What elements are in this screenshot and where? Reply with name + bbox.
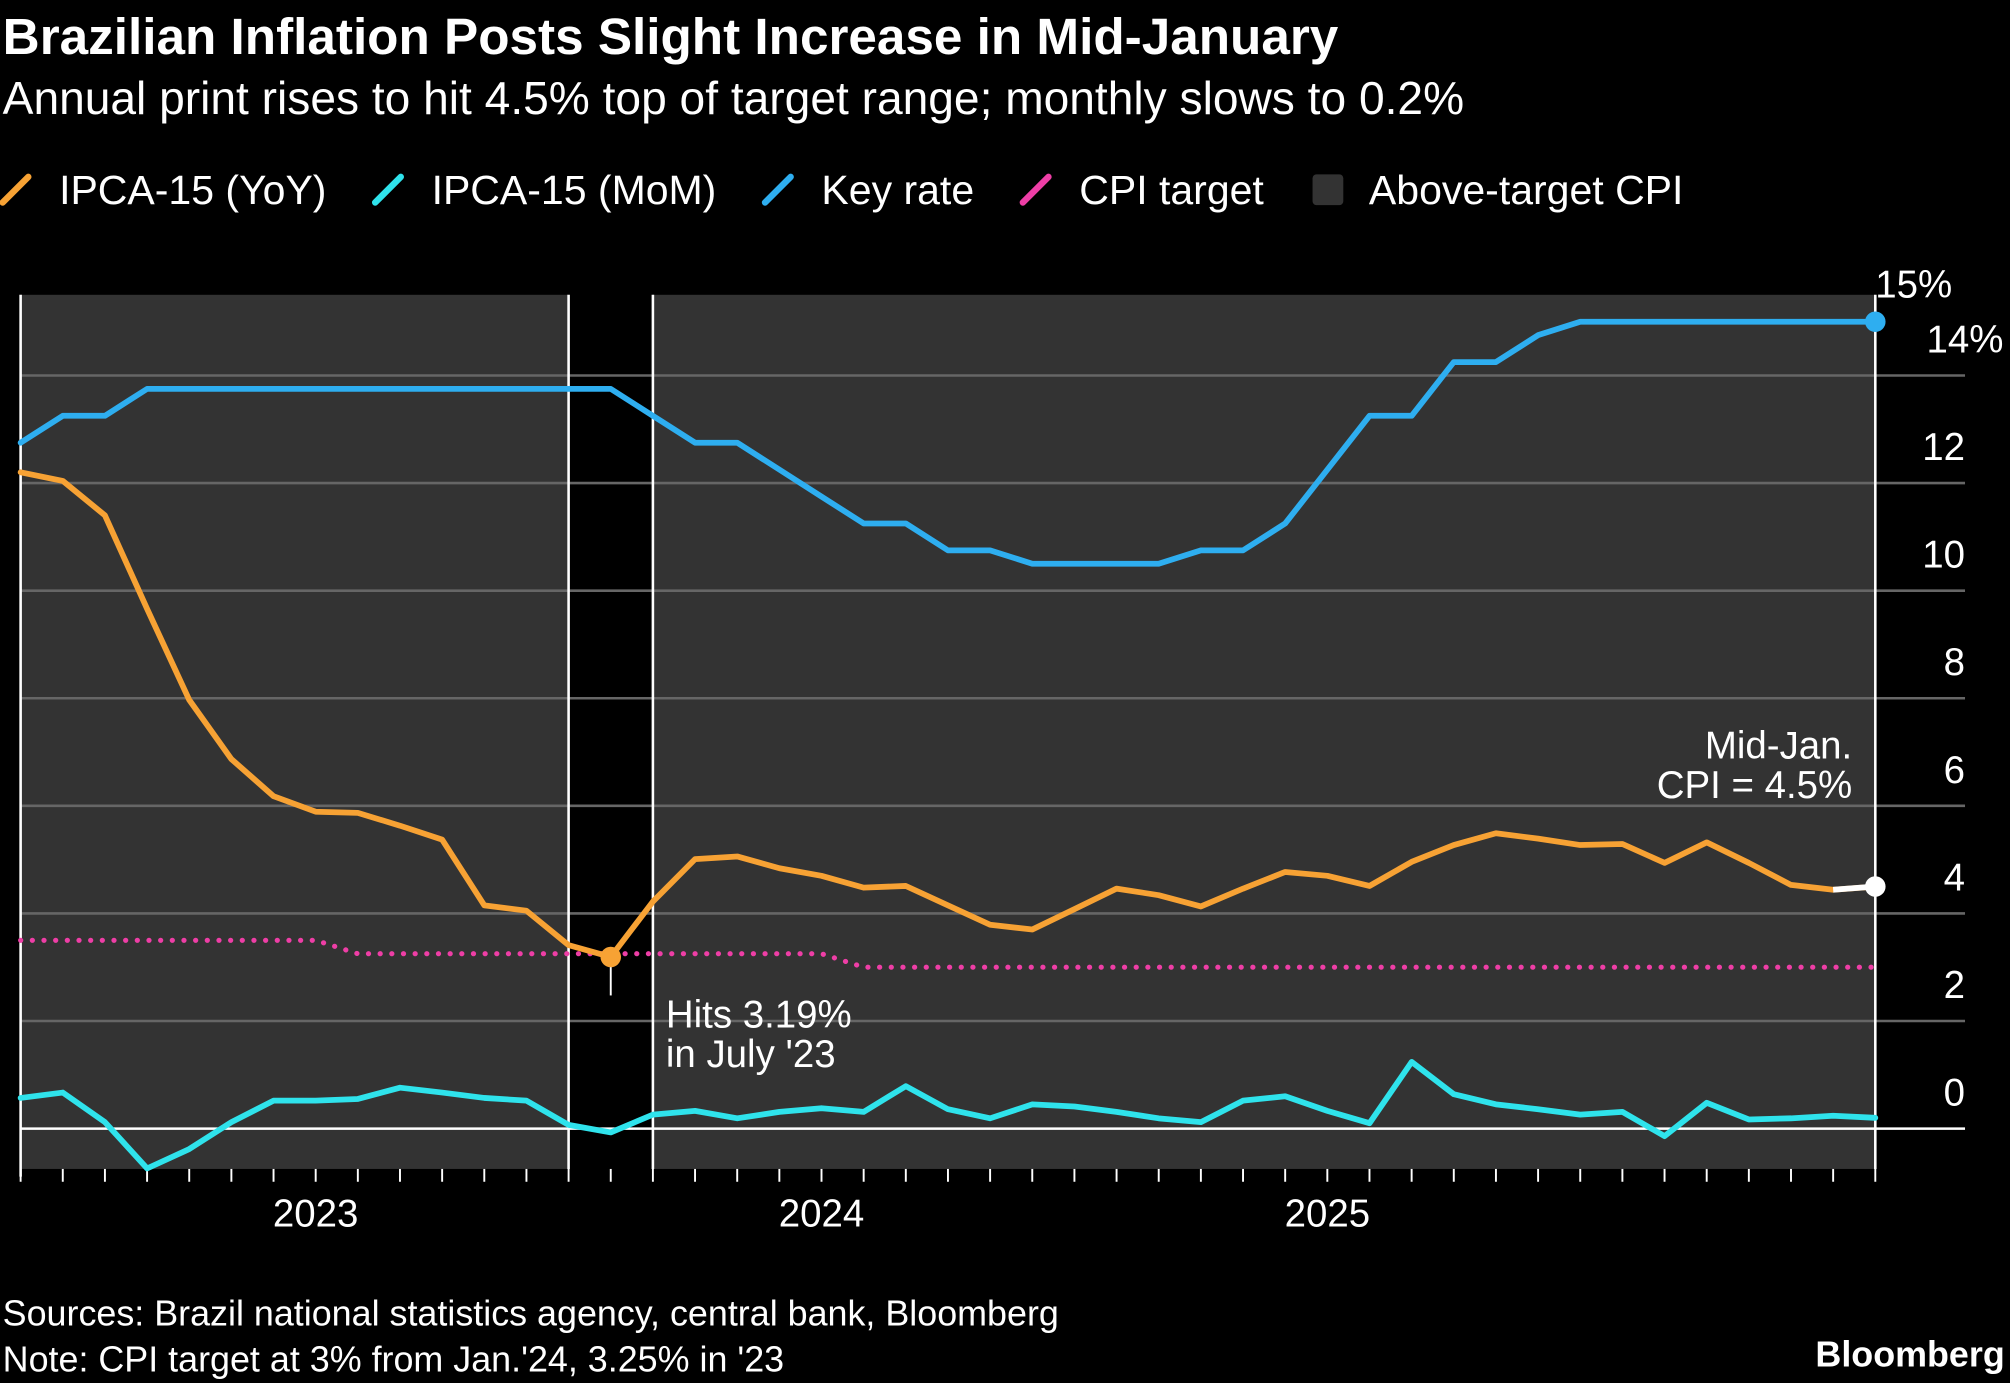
- y-tick-label: 14%: [1927, 318, 2004, 361]
- footnote: Note: CPI target at 3% from Jan.'24, 3.2…: [3, 1339, 784, 1379]
- y-tick-label: 0: [1944, 1072, 1965, 1115]
- annotation: in July '23: [666, 1033, 836, 1076]
- chart-title: Brazilian Inflation Posts Slight Increas…: [3, 8, 1339, 65]
- plot-area: 0 2 4 6 8 10 12 14% 2023 2024 2025 15% Hits 3.19%in …: [17, 263, 2004, 1236]
- annotation: Hits 3.19%: [666, 993, 852, 1036]
- legend-label: IPCA-15 (MoM): [432, 167, 717, 213]
- shaded-region: [652, 294, 1876, 1169]
- latest-point: [1865, 311, 1886, 332]
- y-tick-label: 8: [1944, 641, 1965, 684]
- shaded-region: [20, 294, 569, 1169]
- y-tick-label: 2: [1944, 964, 1965, 1007]
- legend-marker: [761, 173, 794, 206]
- y-tick-label: 4: [1944, 856, 1965, 899]
- y-tick-label: 6: [1944, 749, 1965, 792]
- series-line: [18, 937, 1878, 970]
- y-tick-label: 12: [1922, 426, 1965, 469]
- highlight-point: [600, 946, 622, 968]
- legend-label: IPCA-15 (YoY): [59, 167, 326, 213]
- legend-label: Above-target CPI: [1369, 167, 1684, 213]
- annotation: CPI = 4.5%: [1657, 764, 1853, 807]
- legend-label: Key rate: [821, 167, 974, 213]
- data-label: 15%: [1875, 263, 1952, 306]
- x-tick-label: 2024: [779, 1193, 865, 1236]
- annotation: Mid-Jan.: [1705, 724, 1852, 767]
- series-line: [17, 469, 1879, 960]
- brand: Bloomberg: [1815, 1334, 2004, 1374]
- legend-marker: [1019, 173, 1052, 206]
- legend-marker: [371, 173, 405, 206]
- legend-marker: [0, 173, 32, 206]
- y-tick-label: 10: [1922, 534, 1965, 577]
- legend-label: CPI target: [1079, 167, 1264, 213]
- legend-marker: [1312, 174, 1344, 206]
- chart-subtitle: Annual print rises to hit 4.5% top of ta…: [3, 72, 1464, 124]
- source-note: Sources: Brazil national statistics agen…: [3, 1293, 1059, 1333]
- x-tick-label: 2023: [273, 1193, 359, 1236]
- x-tick-label: 2025: [1285, 1193, 1371, 1236]
- series-line: [17, 1059, 1879, 1172]
- latest-point: [1865, 876, 1886, 897]
- legend: IPCA-15 (YoY) IPCA-15 (MoM) Key rate CPI ta…: [0, 167, 1684, 213]
- series-line: [17, 318, 1879, 567]
